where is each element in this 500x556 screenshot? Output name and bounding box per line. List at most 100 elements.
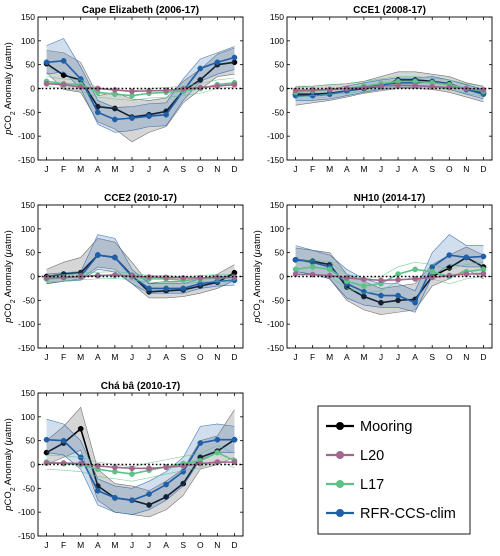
y-axis-label-part: CO (252, 303, 263, 317)
y-tick-label: -100 (18, 507, 35, 517)
line-mooring (46, 61, 235, 118)
y-tick-label: -150 (18, 531, 35, 541)
y-axis-label-part: atm) (3, 418, 14, 437)
legend-marker-l20 (336, 451, 344, 459)
legend-marker-mooring (336, 422, 344, 430)
y-axis-label-part: CO (3, 491, 14, 505)
x-tick-label: J (396, 352, 400, 362)
point-rfr-ccs-clim (292, 256, 299, 263)
y-axis-label: pCO2 Anomaly (μatm) (3, 42, 17, 136)
y-tick-label: 50 (275, 248, 285, 258)
point-l20 (231, 274, 238, 281)
y-tick-label: -50 (272, 107, 285, 117)
band-upper-l17 (295, 76, 484, 88)
point-rfr-ccs-clim (214, 436, 221, 443)
band-lower-rfr-ccs-clim (46, 69, 235, 133)
band-rfr-ccs-clim (46, 419, 235, 515)
y-axis-label-part: 2 (259, 299, 266, 303)
y-axis-label-part: 2 (10, 487, 17, 491)
point-l17 (214, 449, 221, 456)
y-tick-label: 50 (275, 60, 285, 70)
y-tick-label: -100 (267, 131, 284, 141)
x-tick-label: A (95, 352, 101, 362)
x-tick-label: F (61, 540, 66, 550)
y-axis-label-part: Anomaly ( (3, 442, 14, 488)
band-lower-l17 (46, 459, 235, 482)
point-rfr-ccs-clim (214, 59, 221, 66)
y-tick-label: 100 (270, 36, 284, 46)
y-tick-label: 50 (26, 60, 36, 70)
plot-frame (286, 204, 493, 349)
point-rfr-ccs-clim (231, 54, 238, 61)
y-tick-label: 150 (21, 12, 35, 22)
point-l17 (412, 266, 418, 273)
x-tick-label: J (130, 352, 134, 362)
y-axis-label-part: CO (3, 115, 14, 129)
y-tick-label: 0 (30, 460, 35, 470)
point-l20 (163, 274, 169, 281)
legend-label-l20: L20 (360, 448, 384, 464)
point-rfr-ccs-clim (463, 254, 470, 261)
y-tick-label: -100 (18, 319, 35, 329)
point-l20 (197, 460, 204, 467)
x-tick-label: J (379, 164, 383, 174)
point-l17 (292, 266, 299, 273)
point-rfr-ccs-clim (163, 481, 169, 488)
point-l20 (378, 83, 384, 89)
x-tick-label: F (310, 164, 315, 174)
panel-title: NH10 (2014-17) (354, 193, 426, 204)
y-tick-label: -150 (18, 343, 35, 353)
y-tick-label: 100 (21, 412, 35, 422)
point-rfr-ccs-clim (146, 113, 152, 119)
x-tick-label: F (310, 352, 315, 362)
point-l17 (129, 471, 135, 477)
point-l17 (309, 264, 316, 270)
band-lower-l17 (46, 278, 235, 284)
band-lower-rfr-ccs-clim (46, 269, 235, 294)
legend-marker-l17 (336, 480, 344, 488)
y-axis-label-part: Anomaly ( (3, 254, 14, 300)
y-tick-label: 100 (21, 224, 35, 234)
x-tick-label: F (61, 164, 66, 174)
line-rfr-ccs-clim (46, 438, 235, 502)
panel-title: CCE1 (2008-17) (353, 5, 426, 16)
y-tick-label: 150 (270, 12, 284, 22)
point-l20 (326, 272, 333, 279)
point-l20 (129, 88, 135, 95)
band-lower-mooring (46, 449, 235, 518)
point-mooring (378, 299, 384, 306)
point-mooring (163, 494, 169, 500)
y-tick-label: 150 (270, 200, 284, 210)
point-rfr-ccs-clim (378, 292, 384, 299)
point-rfr-ccs-clim (180, 285, 187, 292)
point-rfr-ccs-clim (197, 65, 204, 72)
point-rfr-ccs-clim (480, 253, 487, 260)
line-mooring (46, 427, 235, 506)
band-upper-rfr-ccs-clim (46, 38, 235, 108)
point-mooring (197, 77, 204, 83)
x-tick-label: A (344, 164, 350, 174)
point-rfr-ccs-clim (60, 58, 67, 64)
point-l20 (129, 465, 135, 472)
x-tick-label: N (214, 352, 220, 362)
point-l20 (446, 272, 453, 279)
x-tick-label: D (480, 164, 486, 174)
y-tick-label: -50 (23, 295, 36, 305)
point-rfr-ccs-clim (94, 252, 101, 258)
x-tick-label: N (214, 540, 220, 550)
plot-frame (37, 16, 244, 161)
band-lower-l17 (295, 85, 484, 98)
point-l20 (480, 270, 487, 277)
line-mooring (295, 256, 484, 304)
band-lower-mooring (46, 266, 235, 299)
point-l20 (361, 84, 367, 91)
x-tick-label: N (463, 352, 469, 362)
x-tick-label: M (326, 164, 333, 174)
band-lower-mooring (295, 88, 484, 106)
y-axis-label-part: Anomaly ( (252, 254, 263, 300)
y-axis-label: pCO2 Anomaly (μatm) (3, 418, 17, 512)
band-rfr-ccs-clim (46, 38, 235, 133)
x-tick-label: O (197, 164, 204, 174)
point-l20 (43, 460, 50, 466)
x-tick-label: O (197, 352, 204, 362)
